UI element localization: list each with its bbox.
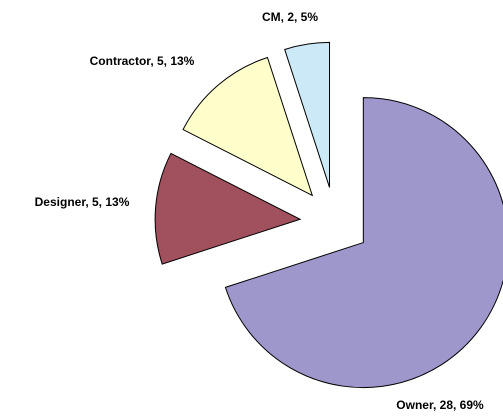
data-label: CM, 2, 5% <box>262 10 318 24</box>
data-label: Designer, 5, 13% <box>35 195 130 209</box>
pie-slice <box>154 152 302 265</box>
data-label: Contractor, 5, 13% <box>90 54 195 68</box>
data-label: Owner, 28, 69% <box>396 398 484 412</box>
pie-slice <box>224 97 503 389</box>
pie-slice <box>284 41 331 188</box>
pie-slice <box>182 56 314 197</box>
